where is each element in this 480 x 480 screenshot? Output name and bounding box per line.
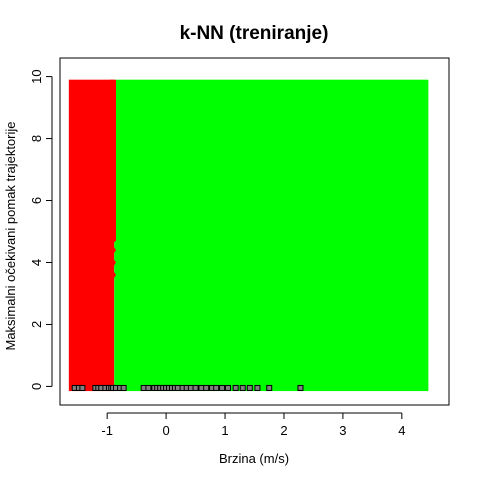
data-point xyxy=(266,384,273,391)
plot-frame xyxy=(59,57,450,406)
x-tick-label: 3 xyxy=(339,423,346,438)
x-axis-label: Brzina (m/s) xyxy=(219,451,289,466)
y-axis-label: Maksimalni očekivani pomak trajektorije xyxy=(3,121,18,350)
data-point xyxy=(219,384,226,391)
y-tick-label: 2 xyxy=(29,321,44,328)
x-tick-label: 4 xyxy=(398,423,405,438)
decision-regions xyxy=(68,79,429,392)
x-axis: -1 0 1 2 3 4 xyxy=(101,412,405,438)
data-point xyxy=(145,384,152,391)
data-point xyxy=(239,384,246,391)
region-green xyxy=(114,79,429,392)
x-tick-label: -1 xyxy=(101,423,113,438)
data-point xyxy=(203,384,210,391)
data-point xyxy=(79,384,86,391)
decision-boundary xyxy=(109,79,116,392)
data-point xyxy=(213,384,220,391)
region-red xyxy=(68,79,115,392)
y-tick-label: 4 xyxy=(29,259,44,266)
training-points xyxy=(71,384,304,391)
boundary-wedge xyxy=(109,79,116,392)
y-tick-label: 8 xyxy=(29,135,44,142)
data-point xyxy=(120,384,127,391)
x-tick-label: 2 xyxy=(280,423,287,438)
y-tick-label: 0 xyxy=(29,383,44,390)
y-tick-label: 10 xyxy=(29,69,44,83)
data-point xyxy=(297,384,304,391)
y-axis: 0 2 4 6 8 10 xyxy=(29,69,53,390)
data-point xyxy=(254,384,261,391)
x-tick-label: 1 xyxy=(221,423,228,438)
chart-title: k-NN (treniranje) xyxy=(180,23,329,44)
data-point xyxy=(246,384,253,391)
data-point xyxy=(224,384,231,391)
y-tick-label: 6 xyxy=(29,197,44,204)
data-point xyxy=(192,384,199,391)
data-point xyxy=(232,384,239,391)
x-tick-label: 0 xyxy=(162,423,169,438)
